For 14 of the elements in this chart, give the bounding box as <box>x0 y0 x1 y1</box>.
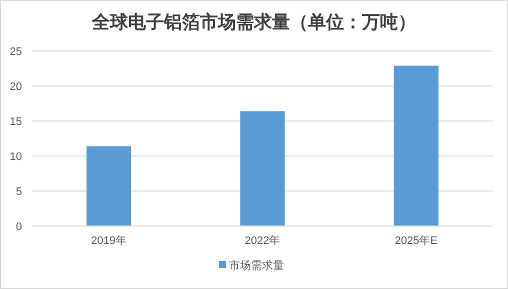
x-tick-label: 2022年 <box>244 235 280 247</box>
bar <box>240 111 285 226</box>
x-tick-label: 2025年E <box>394 235 438 247</box>
x-tick-label: 2019年 <box>91 235 127 247</box>
y-tick-label: 20 <box>10 81 22 93</box>
bar <box>86 146 132 226</box>
y-tick-label: 5 <box>16 186 22 198</box>
y-tick-label: 0 <box>16 221 22 233</box>
y-tick-label: 15 <box>10 116 22 128</box>
y-tick-label: 25 <box>10 46 22 58</box>
chart-title: 全球电子铝箔市场需求量（单位：万吨） <box>91 12 416 32</box>
legend-label: 市场需求量 <box>229 259 284 272</box>
bar <box>394 66 438 226</box>
y-tick-label: 10 <box>10 151 22 163</box>
